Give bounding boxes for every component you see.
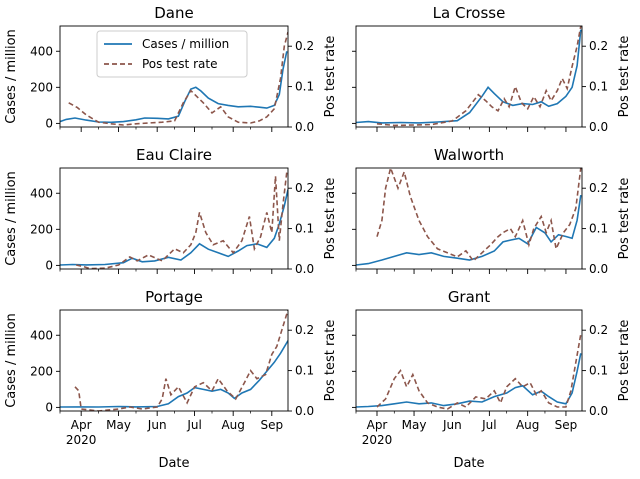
y-right-tick-label: 0.1 (295, 364, 314, 378)
x-tick-label: Sep (555, 418, 578, 432)
x-tick-label: May (106, 418, 131, 432)
cases-line (60, 51, 288, 124)
y-right-tick-label: 0.0 (589, 120, 608, 134)
y-left-tick-label: 400 (30, 44, 53, 58)
y-right-tick-label: 0.2 (295, 323, 314, 337)
y-right-tick-label: 0.1 (295, 222, 314, 236)
y-right-tick-label: 0.0 (295, 120, 314, 134)
x-tick-label: Sep (260, 418, 283, 432)
plot-frame (59, 25, 289, 128)
panel-title: Eau Claire (136, 146, 212, 164)
x-tick-label: Jul (481, 418, 496, 432)
cases-line (60, 189, 288, 266)
y-right-tick-label: 0.1 (589, 222, 608, 236)
panel-title: Walworth (434, 146, 504, 164)
panel-grant: Grant 0.0 0.1 0.2 Pos test rate Apr May Jun Jul A… (352, 288, 632, 471)
y-right-axis-label: Pos test rate (323, 178, 338, 260)
x-tick-label: Apr (367, 418, 388, 432)
y-left-tick-label: 200 (30, 222, 53, 236)
y-right-tick-label: 0.1 (589, 80, 608, 94)
panel-walworth: Walworth 0.0 0.1 0.2 Pos test rate (352, 146, 632, 276)
panel-dane: Dane 0 200 400 Cases / million 0.0 0.1 0.2 Pos t… (4, 4, 338, 134)
y-right-tick-label: 0.0 (589, 404, 608, 418)
panel-title: Dane (154, 4, 193, 22)
y-left-tick-label: 0 (45, 116, 53, 130)
y-left-tick-label: 0 (45, 258, 53, 272)
y-left-tick-label: 200 (30, 364, 53, 378)
y-right-tick-label: 0.2 (295, 39, 314, 53)
cases-line (356, 29, 582, 124)
plot-frame (355, 167, 583, 270)
y-left-axis-label: Cases / million (4, 29, 19, 124)
y-right-tick-label: 0.0 (589, 262, 608, 276)
y-left-axis-label: Cases / million (4, 313, 19, 408)
pos-rate-line (76, 171, 288, 269)
pos-rate-line (74, 310, 288, 411)
panel-title: Portage (145, 288, 203, 306)
pos-rate-line (376, 26, 582, 127)
plot-frame (355, 25, 583, 128)
plot-frame (59, 167, 289, 270)
y-right-tick-label: 0.2 (589, 39, 608, 53)
panel-title: Grant (448, 288, 490, 306)
x-tick-label: Jul (186, 418, 201, 432)
y-left-tick-label: 0 (45, 400, 53, 414)
plot-frame (355, 309, 583, 412)
y-right-tick-label: 0.1 (589, 364, 608, 378)
panel-eau-claire: Eau Claire 0 200 400 Cases / million 0.0 0.1 0.… (4, 146, 338, 276)
legend-cases-label: Cases / million (142, 37, 229, 51)
cases-line (356, 353, 582, 408)
cases-line (356, 194, 582, 266)
y-right-tick-label: 0.0 (295, 404, 314, 418)
y-right-tick-label: 0.2 (589, 323, 608, 337)
y-left-tick-label: 400 (30, 328, 53, 342)
y-left-axis-label: Cases / million (4, 171, 19, 266)
legend-pos-label: Pos test rate (142, 57, 217, 71)
y-right-tick-label: 0.1 (295, 80, 314, 94)
pos-rate-line (376, 168, 582, 263)
panel-title: La Crosse (433, 4, 506, 22)
y-right-axis-label: Pos test rate (617, 178, 632, 260)
x-tick-label: Aug (516, 418, 539, 432)
y-left-tick-label: 200 (30, 80, 53, 94)
x-axis-label: Date (158, 456, 189, 471)
x-tick-label: Apr (71, 418, 92, 432)
y-right-axis-label: Pos test rate (617, 36, 632, 118)
x-year-label: 2020 (66, 433, 97, 447)
y-right-axis-label: Pos test rate (323, 320, 338, 402)
y-right-axis-label: Pos test rate (323, 36, 338, 118)
x-tick-label: Jun (442, 418, 462, 432)
plot-frame (59, 309, 289, 412)
pos-rate-line (376, 334, 582, 410)
y-left-tick-label: 400 (30, 186, 53, 200)
x-tick-label: May (402, 418, 427, 432)
x-year-label: 2020 (362, 433, 393, 447)
pos-rate-line (68, 31, 288, 126)
x-tick-label: Jun (147, 418, 167, 432)
y-right-axis-label: Pos test rate (617, 320, 632, 402)
y-right-tick-label: 0.2 (295, 181, 314, 195)
legend: Cases / million Pos test rate (96, 30, 248, 78)
panel-portage: Portage 0 200 400 Cases / million 0.0 0.1 0.2 Po… (4, 288, 338, 471)
y-right-tick-label: 0.2 (589, 181, 608, 195)
x-tick-label: Aug (221, 418, 244, 432)
legend-box (96, 30, 248, 78)
panel-la-crosse: La Crosse 0.0 0.1 0.2 Pos test rate (352, 4, 632, 134)
x-axis-label: Date (453, 456, 484, 471)
y-right-tick-label: 0.0 (295, 262, 314, 276)
